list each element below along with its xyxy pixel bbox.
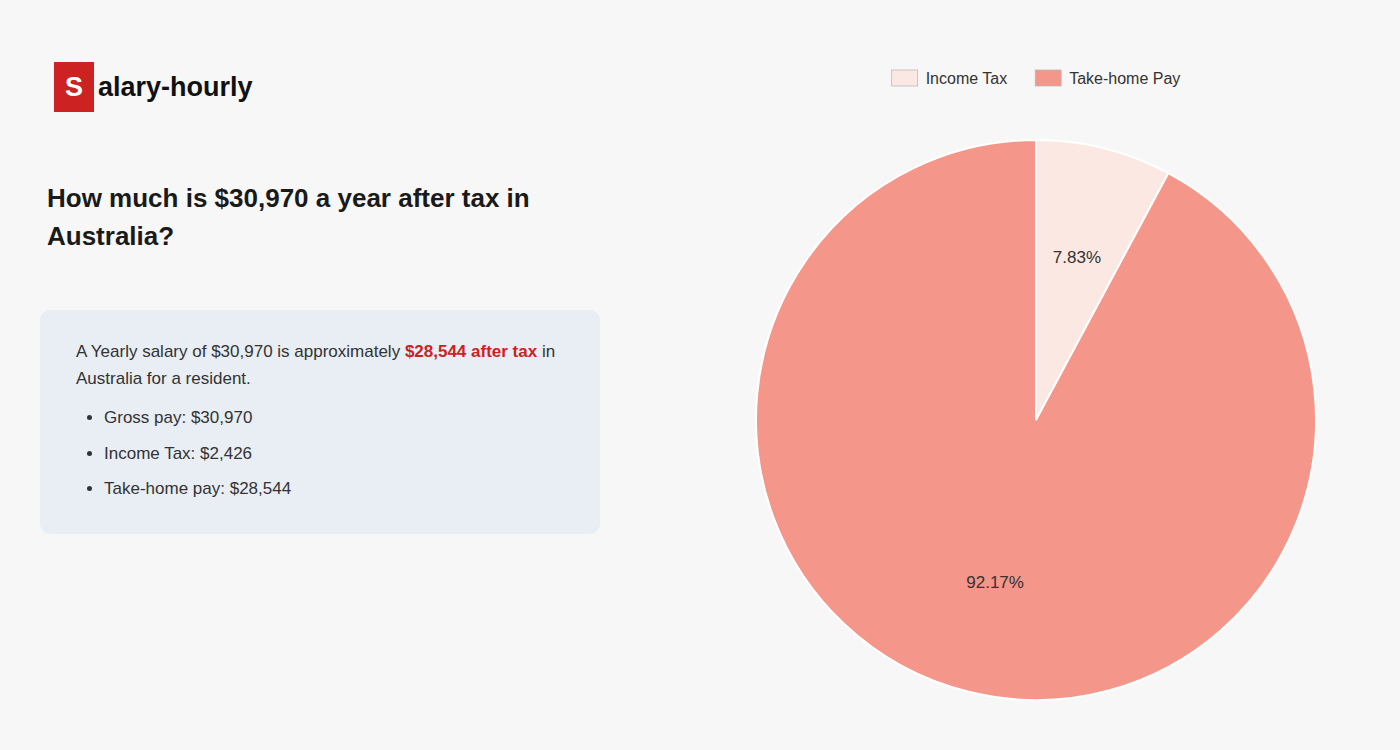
- logo-box: S: [54, 62, 94, 112]
- info-highlight: $28,544 after tax: [405, 342, 537, 361]
- bullet-list: Gross pay: $30,970 Income Tax: $2,426 Take…: [76, 404, 572, 502]
- legend-item: Income Tax: [892, 70, 1008, 87]
- data-label: 7.83%: [1053, 248, 1101, 267]
- legend-swatch: [1035, 70, 1061, 86]
- bullet-item: Income Tax: $2,426: [104, 440, 572, 467]
- pie-chart: 7.83% 92.17% Income Tax Take-home Pay: [672, 0, 1400, 750]
- info-box: A Yearly salary of $30,970 is approximat…: [40, 310, 600, 534]
- slices: [756, 140, 1316, 700]
- info-text: A Yearly salary of $30,970 is approximat…: [76, 342, 405, 361]
- legend-label: Income Tax: [926, 70, 1008, 87]
- data-labels: 7.83% 92.17%: [966, 248, 1101, 593]
- legend: Income Tax Take-home Pay: [892, 70, 1181, 87]
- legend-item: Take-home Pay: [1035, 70, 1180, 87]
- root: Salary-hourly How much is $30,970 a year …: [0, 0, 1400, 750]
- bullet-item: Gross pay: $30,970: [104, 404, 572, 431]
- legend-swatch: [892, 70, 918, 86]
- data-label: 92.17%: [966, 573, 1024, 592]
- page: {"chart_data": {"type": "pie", "title": …: [0, 0, 1400, 750]
- pie-slice: [756, 140, 1316, 700]
- legend-label: Take-home Pay: [1069, 70, 1180, 87]
- text-panel: Salary-hourly How much is $30,970 a year …: [0, 0, 672, 750]
- info-text: in: [537, 342, 555, 361]
- logo-text: alary-hourly: [98, 72, 253, 103]
- bullet-item: Take-home pay: $28,544: [104, 475, 572, 502]
- info-text: A Yearly salary of $30,970 is approximat…: [76, 338, 572, 392]
- logo: Salary-hourly: [54, 62, 253, 112]
- info-text: Australia for a resident.: [76, 369, 251, 388]
- title: How much is $30,970 a year after tax in …: [47, 180, 627, 255]
